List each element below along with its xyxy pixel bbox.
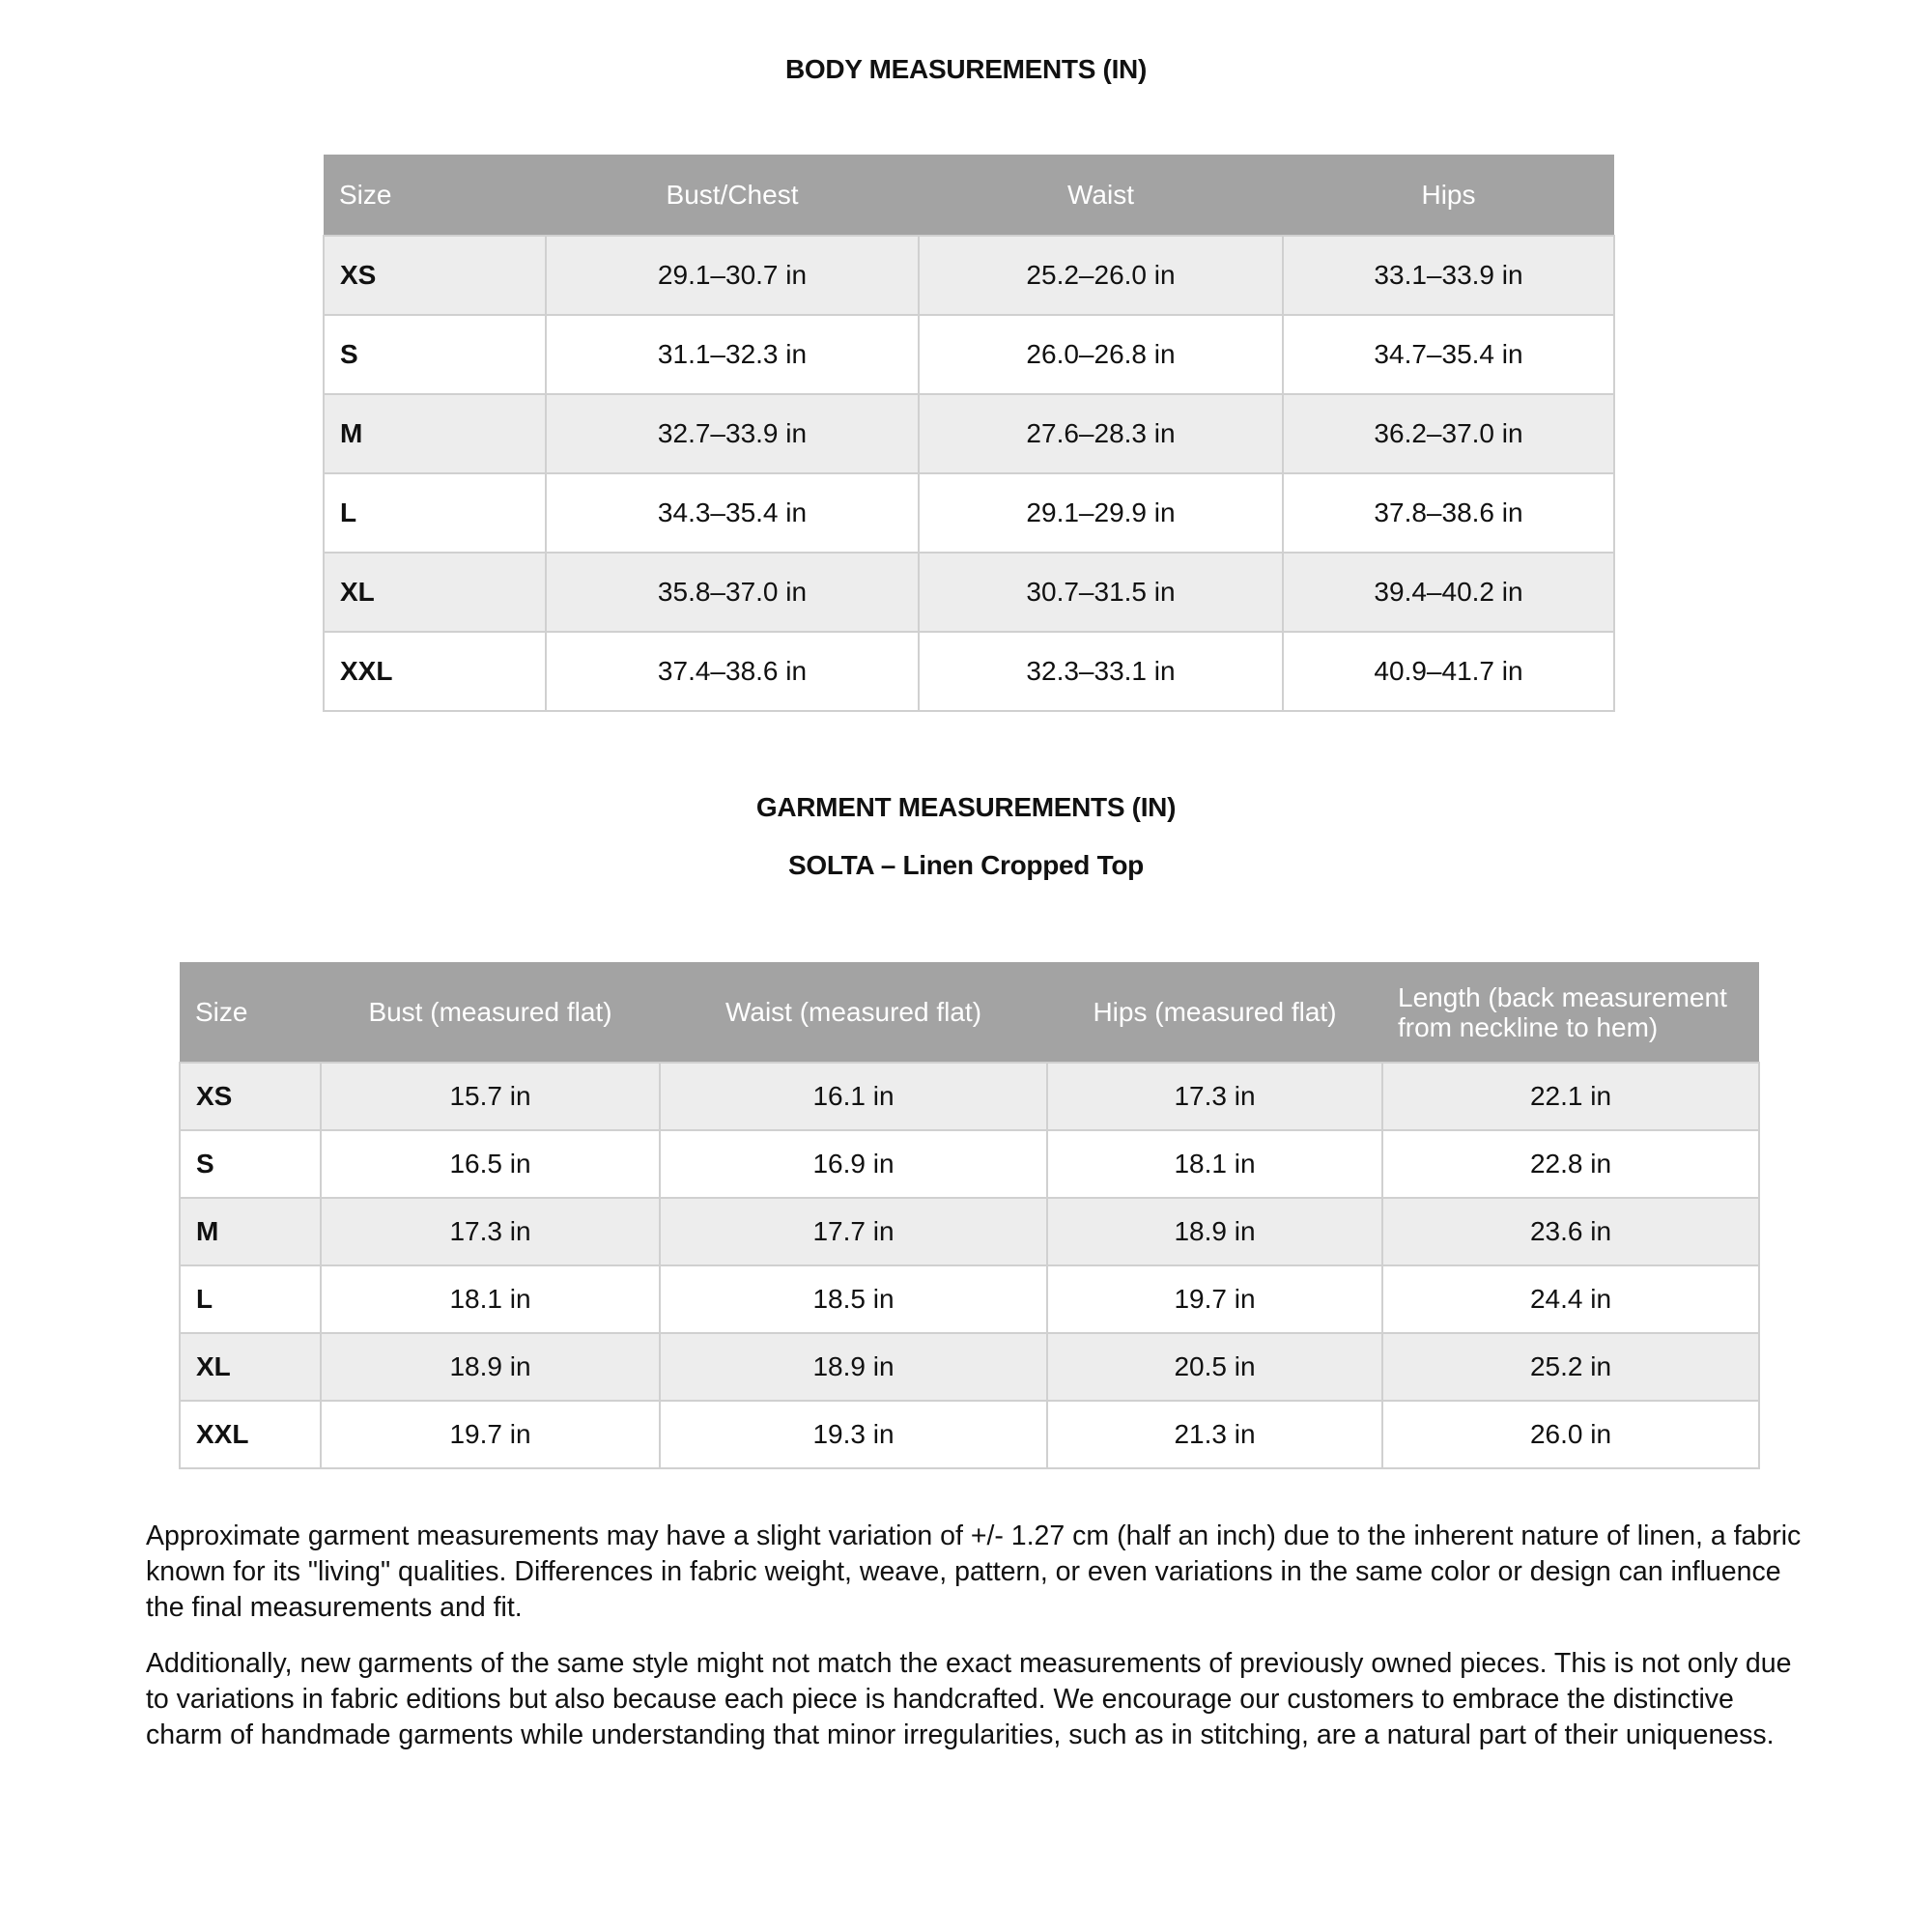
measurement-cell: 24.4 in [1381, 1264, 1760, 1334]
measurement-cell: 18.5 in [659, 1264, 1048, 1334]
measurement-cell: 27.6–28.3 in [918, 393, 1284, 474]
measurement-cell: 18.9 in [1046, 1197, 1383, 1266]
note-paragraph-handcrafted: Additionally, new garments of the same s… [146, 1648, 1792, 1750]
measurement-cell: 19.7 in [320, 1400, 661, 1469]
measurement-cell: 26.0–26.8 in [918, 314, 1284, 395]
measurement-cell: 31.1–32.3 in [545, 314, 920, 395]
garment-subtitle: SOLTA – Linen Cropped Top [788, 850, 1144, 880]
table-row: XS 15.7 in 16.1 in 17.3 in 22.1 in [179, 1062, 1760, 1131]
measurement-cell: 17.7 in [659, 1197, 1048, 1266]
body-measurements-title: BODY MEASUREMENTS (IN) [784, 54, 1147, 84]
header-hips: Hips (measured flat) [1047, 962, 1382, 1063]
header-length: Length (back measurement from neckline t… [1382, 962, 1759, 1063]
measurement-cell: 35.8–37.0 in [545, 552, 920, 633]
size-cell: M [323, 393, 547, 474]
measurement-cell: 17.3 in [320, 1197, 661, 1266]
measurement-cell: 23.6 in [1381, 1197, 1760, 1266]
measurement-cell: 29.1–30.7 in [545, 235, 920, 316]
measurement-cell: 33.1–33.9 in [1282, 235, 1615, 316]
table-row: M 17.3 in 17.7 in 18.9 in 23.6 in [179, 1197, 1760, 1266]
table-row: S 16.5 in 16.9 in 18.1 in 22.8 in [179, 1129, 1760, 1199]
measurement-cell: 20.5 in [1046, 1332, 1383, 1402]
header-size: Size [324, 155, 546, 236]
measurement-cell: 25.2 in [1381, 1332, 1760, 1402]
size-cell: S [323, 314, 547, 395]
table-row: S 31.1–32.3 in 26.0–26.8 in 34.7–35.4 in [323, 314, 1615, 395]
table-row: M 32.7–33.9 in 27.6–28.3 in 36.2–37.0 in [323, 393, 1615, 474]
table-row: L 18.1 in 18.5 in 19.7 in 24.4 in [179, 1264, 1760, 1334]
measurement-cell: 37.8–38.6 in [1282, 472, 1615, 554]
measurement-cell: 39.4–40.2 in [1282, 552, 1615, 633]
size-cell: XS [179, 1062, 322, 1131]
table-row: XL 18.9 in 18.9 in 20.5 in 25.2 in [179, 1332, 1760, 1402]
measurement-cell: 26.0 in [1381, 1400, 1760, 1469]
table-row: XL 35.8–37.0 in 30.7–31.5 in 39.4–40.2 in [323, 552, 1615, 633]
measurement-cell: 22.1 in [1381, 1062, 1760, 1131]
size-cell: XXL [323, 631, 547, 712]
size-cell: XL [179, 1332, 322, 1402]
measurement-cell: 16.1 in [659, 1062, 1048, 1131]
body-measurements-table: Size Bust/Chest Waist Hips XS 29.1–30.7 i… [323, 155, 1615, 712]
size-cell: XS [323, 235, 547, 316]
header-waist: Waist [919, 155, 1283, 236]
size-cell: M [179, 1197, 322, 1266]
measurement-cell: 25.2–26.0 in [918, 235, 1284, 316]
table-row: L 34.3–35.4 in 29.1–29.9 in 37.8–38.6 in [323, 472, 1615, 554]
measurement-cell: 18.1 in [1046, 1129, 1383, 1199]
measurement-cell: 15.7 in [320, 1062, 661, 1131]
header-bust: Bust (measured flat) [321, 962, 660, 1063]
size-cell: XXL [179, 1400, 322, 1469]
measurement-cell: 16.5 in [320, 1129, 661, 1199]
size-cell: L [179, 1264, 322, 1334]
measurement-cell: 34.3–35.4 in [545, 472, 920, 554]
table-row: XXL 37.4–38.6 in 32.3–33.1 in 40.9–41.7 in [323, 631, 1615, 712]
header-hips: Hips [1283, 155, 1614, 236]
header-bust: Bust/Chest [546, 155, 919, 236]
measurement-cell: 36.2–37.0 in [1282, 393, 1615, 474]
measurement-cell: 37.4–38.6 in [545, 631, 920, 712]
measurement-cell: 18.9 in [659, 1332, 1048, 1402]
measurement-cell: 16.9 in [659, 1129, 1048, 1199]
measurement-cell: 34.7–35.4 in [1282, 314, 1615, 395]
note-paragraph-variation: Approximate garment measurements may hav… [146, 1520, 1802, 1623]
table-row: XS 29.1–30.7 in 25.2–26.0 in 33.1–33.9 in [323, 235, 1615, 316]
measurement-cell: 32.7–33.9 in [545, 393, 920, 474]
measurement-cell: 18.1 in [320, 1264, 661, 1334]
table-header-row: Size Bust (measured flat) Waist (measure… [180, 962, 1759, 1063]
measurement-cell: 22.8 in [1381, 1129, 1760, 1199]
measurement-cell: 21.3 in [1046, 1400, 1383, 1469]
measurement-cell: 29.1–29.9 in [918, 472, 1284, 554]
measurement-cell: 40.9–41.7 in [1282, 631, 1615, 712]
header-waist: Waist (measured flat) [660, 962, 1047, 1063]
size-cell: S [179, 1129, 322, 1199]
garment-measurements-table: Size Bust (measured flat) Waist (measure… [179, 962, 1760, 1469]
table-header-row: Size Bust/Chest Waist Hips [324, 155, 1614, 236]
measurement-cell: 19.3 in [659, 1400, 1048, 1469]
table-row: XXL 19.7 in 19.3 in 21.3 in 26.0 in [179, 1400, 1760, 1469]
measurement-cell: 32.3–33.1 in [918, 631, 1284, 712]
size-cell: XL [323, 552, 547, 633]
measurement-cell: 17.3 in [1046, 1062, 1383, 1131]
garment-measurements-title: GARMENT MEASUREMENTS (IN) [755, 792, 1177, 822]
measurement-cell: 19.7 in [1046, 1264, 1383, 1334]
measurement-cell: 18.9 in [320, 1332, 661, 1402]
size-cell: L [323, 472, 547, 554]
measurement-cell: 30.7–31.5 in [918, 552, 1284, 633]
header-size: Size [180, 962, 321, 1063]
